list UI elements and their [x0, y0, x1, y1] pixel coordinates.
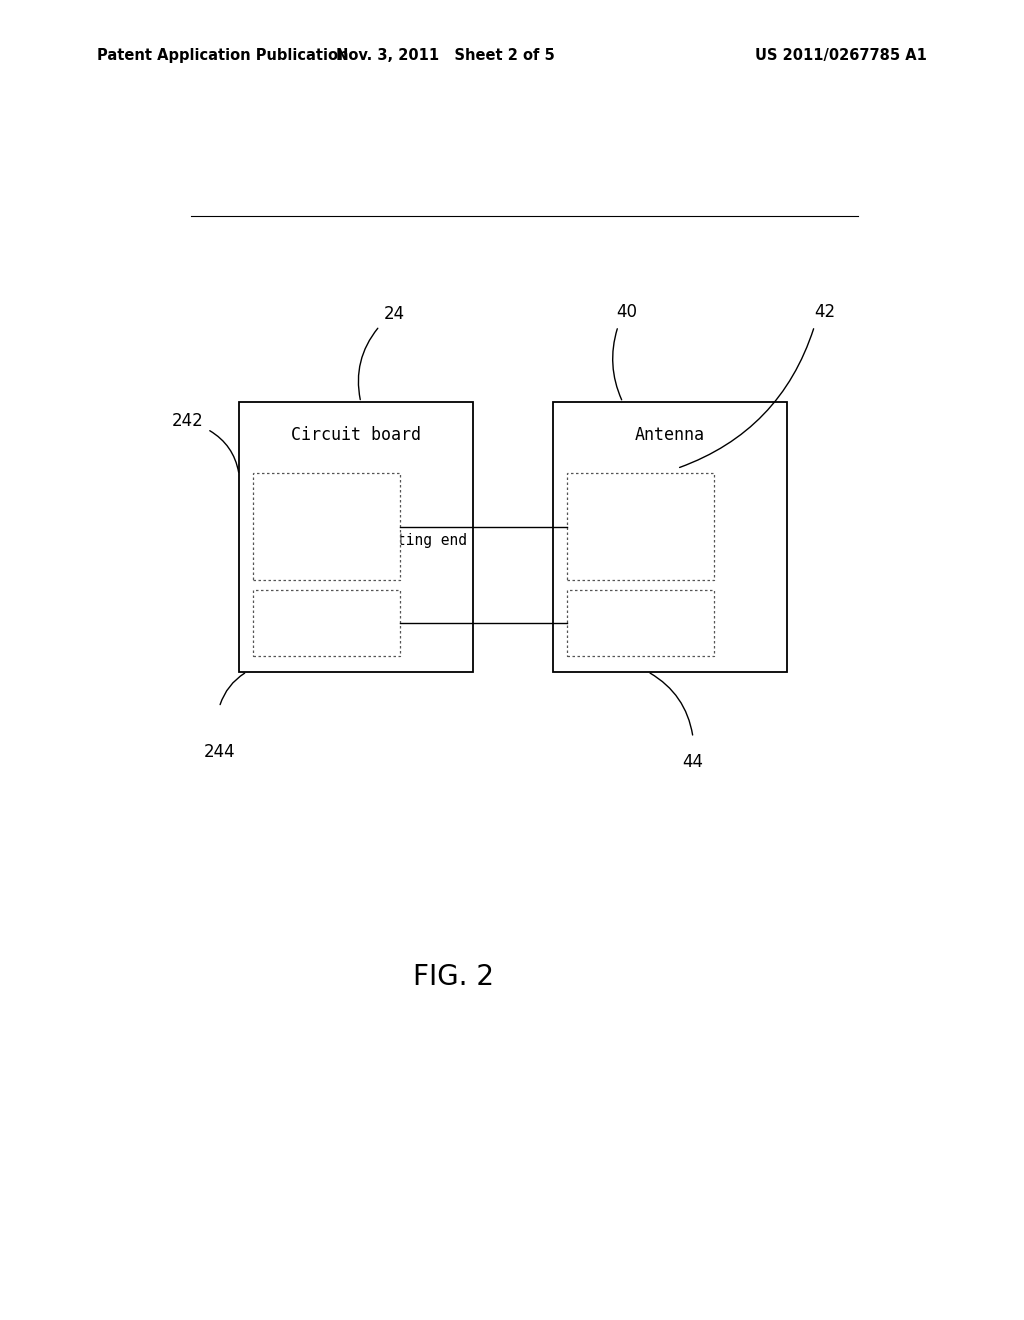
Text: 242: 242: [172, 412, 204, 430]
Text: Antenna: Antenna: [635, 426, 706, 444]
Bar: [567, 474, 714, 581]
Text: Circuit board: Circuit board: [291, 426, 421, 444]
Text: Patent Application Publication: Patent Application Publication: [97, 48, 349, 63]
Text: 42: 42: [814, 304, 836, 321]
Text: Signal: Signal: [327, 504, 379, 520]
Bar: [253, 474, 400, 581]
Text: Grounding plane: Grounding plane: [261, 616, 392, 631]
Bar: [553, 403, 786, 672]
Text: Nov. 3, 2011   Sheet 2 of 5: Nov. 3, 2011 Sheet 2 of 5: [336, 48, 555, 63]
Text: 40: 40: [616, 304, 638, 321]
Bar: [567, 590, 714, 656]
Text: Grounding point: Grounding point: [574, 616, 706, 631]
Text: transmitting end: transmitting end: [327, 533, 467, 548]
Text: FIG. 2: FIG. 2: [413, 962, 494, 990]
Bar: [253, 590, 400, 656]
Text: 44: 44: [683, 752, 703, 771]
Bar: [240, 403, 473, 672]
Text: 244: 244: [204, 743, 236, 760]
Text: Feeding point: Feeding point: [584, 519, 697, 533]
Text: US 2011/0267785 A1: US 2011/0267785 A1: [755, 48, 927, 63]
Text: 24: 24: [384, 305, 404, 323]
